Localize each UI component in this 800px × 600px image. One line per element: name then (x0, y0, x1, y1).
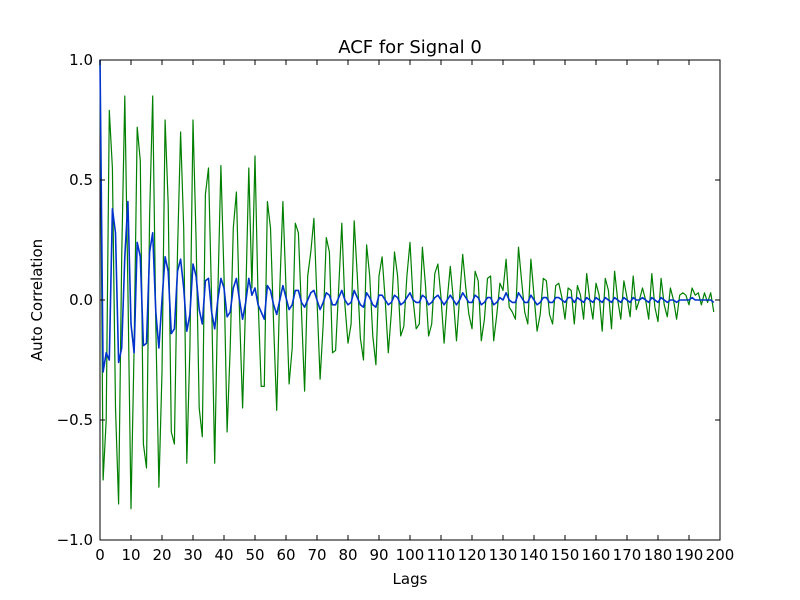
plot-area: 0 10 20 30 40 50 60 70 80 90 100 110 120 130 140 150 160… (57, 51, 735, 564)
x-tick-label-6: 60 (276, 546, 295, 564)
x-tick-label-3: 30 (183, 546, 202, 564)
x-tick-label-5: 50 (245, 546, 264, 564)
x-tick-label-2: 20 (152, 546, 171, 564)
x-tick-label-19: 190 (675, 546, 704, 564)
x-tick-label-8: 80 (338, 546, 357, 564)
x-tick-label-4: 40 (214, 546, 233, 564)
x-tick-label-10: 100 (396, 546, 425, 564)
x-tick-label-9: 90 (369, 546, 388, 564)
x-tick-label-7: 70 (307, 546, 326, 564)
y-tick-label-0: −1.0 (57, 531, 93, 549)
x-tick-label-16: 160 (582, 546, 611, 564)
y-tick-label-4: 1.0 (69, 51, 93, 69)
series-layer (99, 59, 715, 510)
series-line-1 (99, 59, 715, 373)
x-tick-label-20: 200 (706, 546, 735, 564)
y-tick-label-1: −0.5 (57, 411, 93, 429)
y-tick-label-2: 0.0 (69, 291, 93, 309)
y-axis-ticks: −1.0 −0.5 0.0 0.5 1.0 (57, 51, 720, 549)
x-tick-label-17: 170 (613, 546, 642, 564)
y-tick-label-3: 0.5 (69, 171, 93, 189)
x-axis-ticks: 0 10 20 30 40 50 60 70 80 90 100 110 120 130 140 150 160… (95, 60, 734, 564)
x-axis-title: Lags (393, 570, 428, 588)
chart-title: ACF for Signal 0 (338, 37, 482, 58)
x-tick-label-14: 140 (520, 546, 549, 564)
x-tick-label-15: 150 (551, 546, 580, 564)
x-tick-label-1: 10 (121, 546, 140, 564)
series-line-0 (99, 59, 715, 510)
x-tick-label-18: 180 (644, 546, 673, 564)
x-tick-label-12: 120 (458, 546, 487, 564)
x-tick-label-11: 110 (427, 546, 456, 564)
x-tick-label-0: 0 (95, 546, 105, 564)
x-tick-label-13: 130 (489, 546, 518, 564)
y-axis-title: Auto Correlation (28, 239, 46, 361)
